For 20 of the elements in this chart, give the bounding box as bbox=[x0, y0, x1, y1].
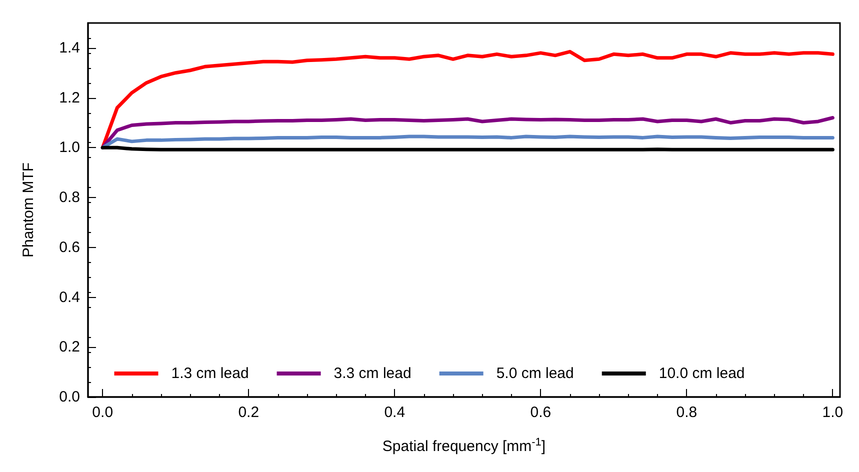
x-tick-label: 0.4 bbox=[384, 404, 406, 421]
y-tick-label: 1.4 bbox=[59, 39, 80, 56]
x-tick-label: 1.0 bbox=[822, 404, 844, 421]
x-tick-label: 0.0 bbox=[92, 404, 114, 421]
line-series bbox=[100, 50, 834, 150]
y-tick-label: 0.2 bbox=[59, 338, 80, 356]
legend-label: 3.3 cm lead bbox=[334, 365, 412, 382]
x-tick-label: 0.2 bbox=[238, 404, 260, 421]
y-tick-label: 0.6 bbox=[59, 238, 80, 256]
y-tick-label: 0.4 bbox=[59, 288, 80, 306]
y-tick-label: 1.2 bbox=[59, 89, 80, 106]
y-tick-label: 0.8 bbox=[59, 189, 80, 206]
y-tick-label: 1.0 bbox=[59, 139, 80, 156]
legend-label: 5.0 cm lead bbox=[496, 365, 574, 382]
x-tick-label: 0.8 bbox=[676, 404, 698, 421]
legend-label: 10.0 cm lead bbox=[658, 365, 745, 382]
legend-label: 1.3 cm lead bbox=[171, 365, 249, 382]
x-tick-label: 0.6 bbox=[530, 404, 552, 421]
y-tick-label: 0.0 bbox=[59, 388, 80, 406]
y-axis-title: Phantom MTF bbox=[20, 162, 37, 258]
